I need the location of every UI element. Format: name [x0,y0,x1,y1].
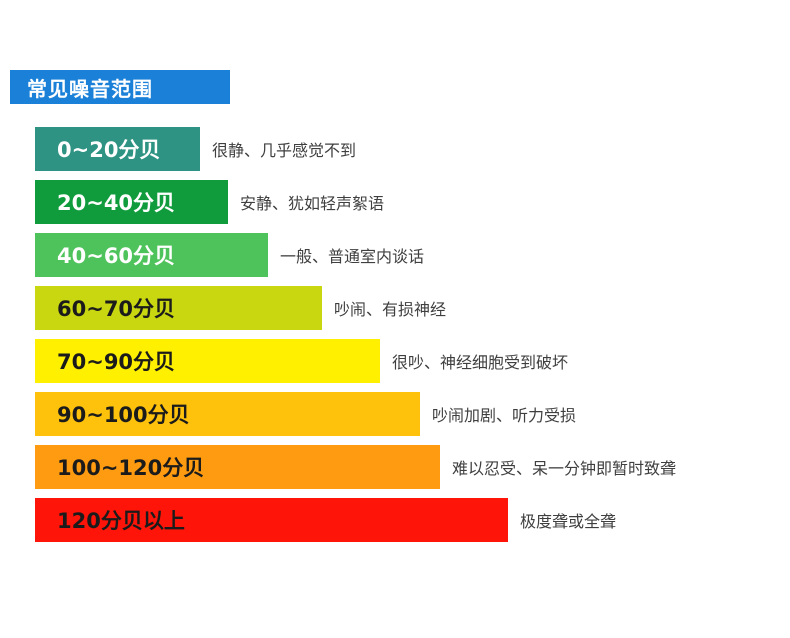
bar-row: 100~120分贝 难以忍受、呆一分钟即暂时致聋 [35,445,676,489]
bar: 20~40分贝 [35,180,228,224]
bar-description: 吵闹加剧、听力受损 [432,406,577,425]
title-banner: 常见噪音范围 [10,70,230,104]
bar-label: 70~90分贝 [57,350,176,374]
bar-description: 吵闹、有损神经 [334,300,447,319]
bar: 0~20分贝 [35,127,200,171]
noise-bar-chart: 0~20分贝 很静、几乎感觉不到 20~40分贝 安静、犹如轻声絮语 40~60分贝 一般… [35,127,676,551]
bar: 100~120分贝 [35,445,440,489]
bar: 70~90分贝 [35,339,380,383]
page-title: 常见噪音范围 [27,76,153,101]
bar-description: 难以忍受、呆一分钟即暂时致聋 [452,459,677,478]
bar-row: 20~40分贝 安静、犹如轻声絮语 [35,180,676,224]
bar-row: 40~60分贝 一般、普通室内谈话 [35,233,676,277]
bar-description: 很静、几乎感觉不到 [212,141,357,160]
bar-label: 60~70分贝 [57,297,176,321]
bar-row: 60~70分贝 吵闹、有损神经 [35,286,676,330]
bar-row: 90~100分贝 吵闹加剧、听力受损 [35,392,676,436]
bar-label: 0~20分贝 [57,138,161,162]
bar-description: 安静、犹如轻声絮语 [240,194,385,213]
bar-label: 40~60分贝 [57,244,176,268]
bar-label: 100~120分贝 [57,456,205,480]
bar-description: 极度聋或全聋 [520,512,617,531]
bar: 40~60分贝 [35,233,268,277]
bar: 90~100分贝 [35,392,420,436]
bar-row: 0~20分贝 很静、几乎感觉不到 [35,127,676,171]
bar: 120分贝以上 [35,498,508,542]
bar-label: 90~100分贝 [57,403,190,427]
bar-description: 很吵、神经细胞受到破坏 [392,353,569,372]
bar-label: 120分贝以上 [57,509,185,533]
bar-description: 一般、普通室内谈话 [280,247,425,266]
bar: 60~70分贝 [35,286,322,330]
bar-label: 20~40分贝 [57,191,176,215]
bar-row: 120分贝以上 极度聋或全聋 [35,498,676,542]
bar-row: 70~90分贝 很吵、神经细胞受到破坏 [35,339,676,383]
